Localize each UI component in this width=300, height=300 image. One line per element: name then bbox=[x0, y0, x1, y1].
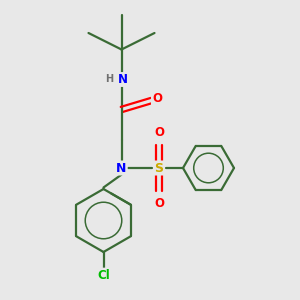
Text: S: S bbox=[154, 161, 164, 175]
Text: N: N bbox=[118, 73, 128, 86]
Text: O: O bbox=[152, 92, 162, 105]
Text: Cl: Cl bbox=[97, 268, 110, 282]
Text: O: O bbox=[154, 126, 164, 139]
Text: N: N bbox=[116, 161, 127, 175]
Text: O: O bbox=[154, 197, 164, 210]
Text: H: H bbox=[105, 74, 113, 85]
